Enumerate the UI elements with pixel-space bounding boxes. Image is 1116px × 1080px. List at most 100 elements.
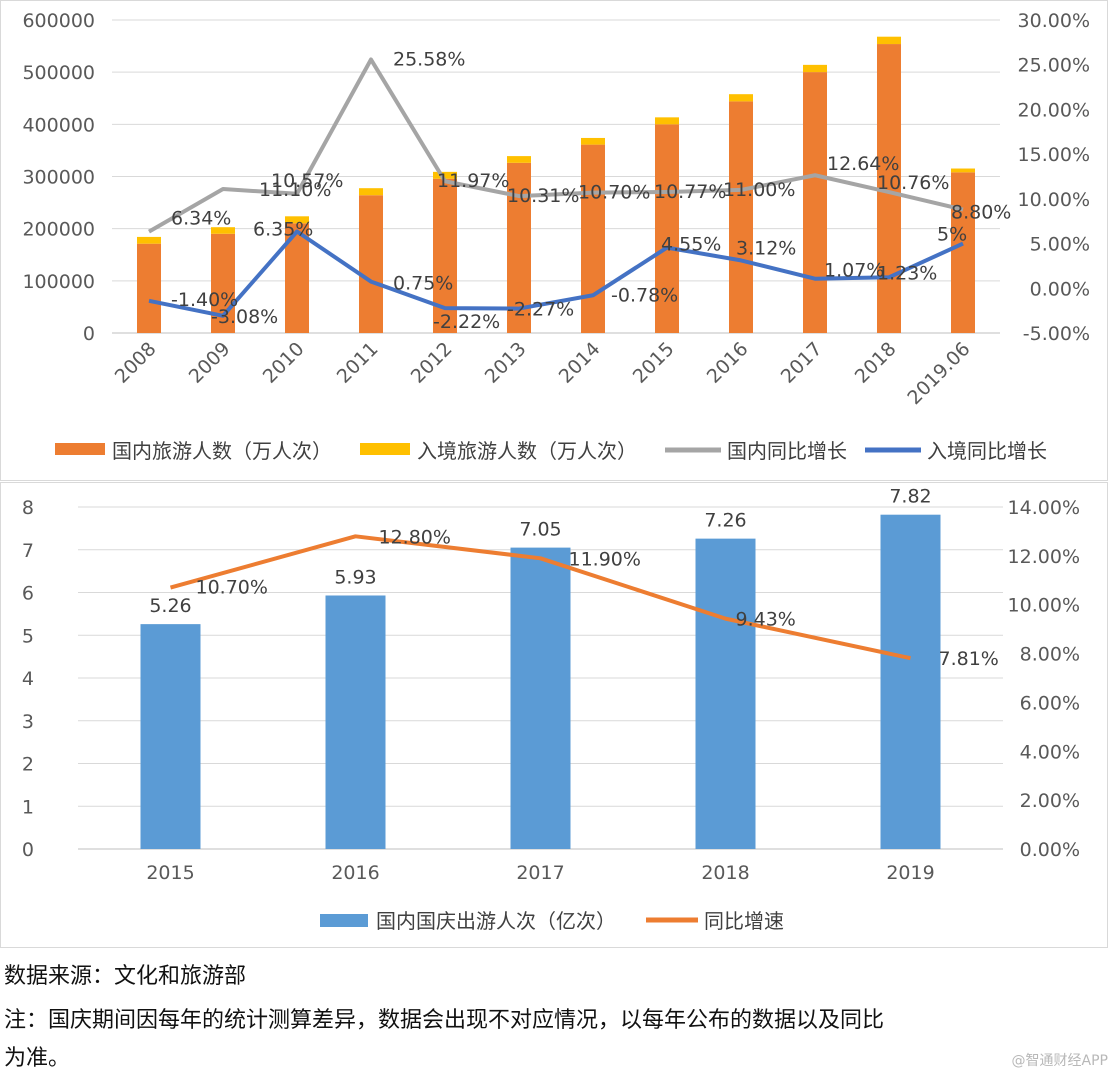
growth-data-label: 9.43% xyxy=(736,609,796,631)
legend-swatch xyxy=(320,914,368,927)
right-axis-tick-label: 15.00% xyxy=(1018,144,1090,166)
bar-data-label: 7.82 xyxy=(889,486,931,508)
right-axis-tick-label: 4.00% xyxy=(1020,741,1080,763)
left-axis-tick-label: 600000 xyxy=(22,10,95,32)
x-axis-category-label: 2017 xyxy=(516,862,564,884)
legend-label: 同比增速 xyxy=(704,909,784,933)
inbound-tourists-bar xyxy=(581,137,605,145)
x-axis-category-label: 2015 xyxy=(629,338,679,388)
domestic-growth-data-label: 10.57% xyxy=(271,170,343,192)
x-axis-category-label: 2018 xyxy=(851,338,901,388)
x-axis-category-label: 2012 xyxy=(407,338,457,388)
legend-label: 入境同比增长 xyxy=(927,439,1047,463)
x-axis-category-label: 2010 xyxy=(259,338,309,388)
domestic-growth-data-label: 10.76% xyxy=(877,172,949,194)
yoy-growth-line xyxy=(169,534,911,661)
x-axis-category-label: 2011 xyxy=(333,338,383,388)
x-axis-category-label: 2014 xyxy=(555,338,605,388)
right-axis-tick-label: 12.00% xyxy=(1008,546,1080,568)
inbound-growth-data-label: 5% xyxy=(937,224,967,246)
left-axis-tick-label: 7 xyxy=(22,540,34,562)
right-axis-tick-label: 0.00% xyxy=(1020,839,1080,861)
inbound-growth-data-label: 3.12% xyxy=(736,237,796,259)
left-axis-tick-label: 8 xyxy=(22,497,34,519)
national-day-trips-bar xyxy=(140,624,201,849)
growth-data-label: 11.90% xyxy=(569,548,641,570)
x-axis-category-label: 2017 xyxy=(777,338,827,388)
inbound-tourists-bar xyxy=(803,64,827,73)
right-axis-tick-label: 25.00% xyxy=(1018,55,1090,77)
left-axis-tick-label: 3 xyxy=(22,711,34,733)
bar-data-label: 7.26 xyxy=(704,510,746,532)
right-axis-tick-label: 5.00% xyxy=(1030,234,1090,256)
inbound-growth-data-label: 4.55% xyxy=(661,234,721,256)
growth-data-label: 10.70% xyxy=(196,577,268,599)
inbound-tourists-bar xyxy=(729,94,753,102)
left-axis-tick-label: 6 xyxy=(22,583,34,605)
domestic-tourists-bar xyxy=(137,243,161,333)
inbound-growth-data-label: 1.07% xyxy=(824,260,884,282)
inbound-tourists-bar xyxy=(877,36,901,45)
footnote-line-1: 注：国庆期间因每年的统计测算差异，数据会出现不对应情况，以每年公布的数据以及同比 xyxy=(4,1008,885,1033)
legend-label: 国内国庆出游人次（亿次） xyxy=(376,909,616,933)
national-day-trips-bar xyxy=(880,514,941,849)
right-axis-tick-label: 6.00% xyxy=(1020,692,1080,714)
right-axis-tick-label: 14.00% xyxy=(1008,497,1080,519)
inbound-tourists-bar xyxy=(211,227,235,234)
x-axis-category-label: 2015 xyxy=(146,862,194,884)
chart-border xyxy=(0,0,1108,481)
right-axis-tick-label: 10.00% xyxy=(1008,595,1080,617)
domestic-growth-data-label: 11.10% xyxy=(259,179,331,201)
domestic-tourists-bar xyxy=(951,172,975,333)
x-axis-category-label: 2016 xyxy=(331,862,379,884)
national-day-trips-bar xyxy=(695,538,756,849)
x-axis-category-label: 2016 xyxy=(703,338,753,388)
right-axis-tick-label: 10.00% xyxy=(1018,189,1090,211)
left-axis-tick-label: 4 xyxy=(22,668,34,690)
domestic-growth-data-label: 8.80% xyxy=(951,202,1011,224)
x-axis-category-label: 2009 xyxy=(185,338,235,388)
left-axis-tick-label: 300000 xyxy=(22,167,95,189)
data-source-note: 数据来源：文化和旅游部 xyxy=(4,964,247,989)
bar-data-label: 5.26 xyxy=(149,595,191,617)
right-axis-tick-label: 0.00% xyxy=(1030,278,1090,300)
inbound-growth-line xyxy=(148,229,964,318)
inbound-growth-data-label: 0.75% xyxy=(393,273,453,295)
domestic-tourists-bar xyxy=(655,124,679,333)
domestic-tourists-bar xyxy=(581,144,605,333)
legend-swatch xyxy=(55,443,105,455)
right-axis-tick-label: 2.00% xyxy=(1020,790,1080,812)
inbound-tourists-bar xyxy=(951,168,975,173)
national-day-travel-chart: 0 1 2 3 4 5 6 7 8 0.00% 2.00% 4.00% 6.00% 8.00% 10.00%… xyxy=(0,482,1108,948)
domestic-growth-data-label: 10.31% xyxy=(507,185,579,207)
bar-data-label: 5.93 xyxy=(334,566,376,588)
domestic-tourists-bar xyxy=(729,101,753,333)
legend-label: 国内同比增长 xyxy=(727,439,847,463)
x-axis-category-label: 2008 xyxy=(111,338,161,388)
left-axis-tick-label: 200000 xyxy=(22,219,95,241)
left-axis-tick-label: 0 xyxy=(83,323,95,345)
domestic-tourists-bar xyxy=(507,162,531,333)
chart-border xyxy=(0,482,1108,948)
left-axis-tick-label: 2 xyxy=(22,754,34,776)
legend-label: 入境旅游人数（万人次） xyxy=(417,439,637,463)
national-day-trips-bar xyxy=(510,547,571,849)
x-axis-category-label: 2018 xyxy=(701,862,749,884)
legend-swatch xyxy=(360,443,410,455)
domestic-growth-data-label: 11.97% xyxy=(437,170,509,192)
left-axis-tick-label: 1 xyxy=(22,796,34,818)
footnote-line-2: 为准。 xyxy=(4,1046,71,1071)
national-day-trips-bar xyxy=(325,595,386,849)
left-axis-tick-label: 0 xyxy=(22,839,34,861)
inbound-tourists-bar xyxy=(655,117,679,125)
inbound-growth-data-label: 6.35% xyxy=(253,218,313,240)
growth-data-label: 7.81% xyxy=(939,648,999,670)
inbound-tourists-bar xyxy=(285,216,309,224)
inbound-growth-data-label: -1.40% xyxy=(171,289,238,311)
domestic-growth-data-label: 25.58% xyxy=(393,49,465,71)
right-axis-tick-label: 8.00% xyxy=(1020,644,1080,666)
inbound-tourists-bar xyxy=(359,188,383,196)
left-axis-tick-label: 100000 xyxy=(22,271,95,293)
x-axis-category-label: 2019 xyxy=(886,862,934,884)
inbound-growth-data-label: -0.78% xyxy=(611,284,678,306)
